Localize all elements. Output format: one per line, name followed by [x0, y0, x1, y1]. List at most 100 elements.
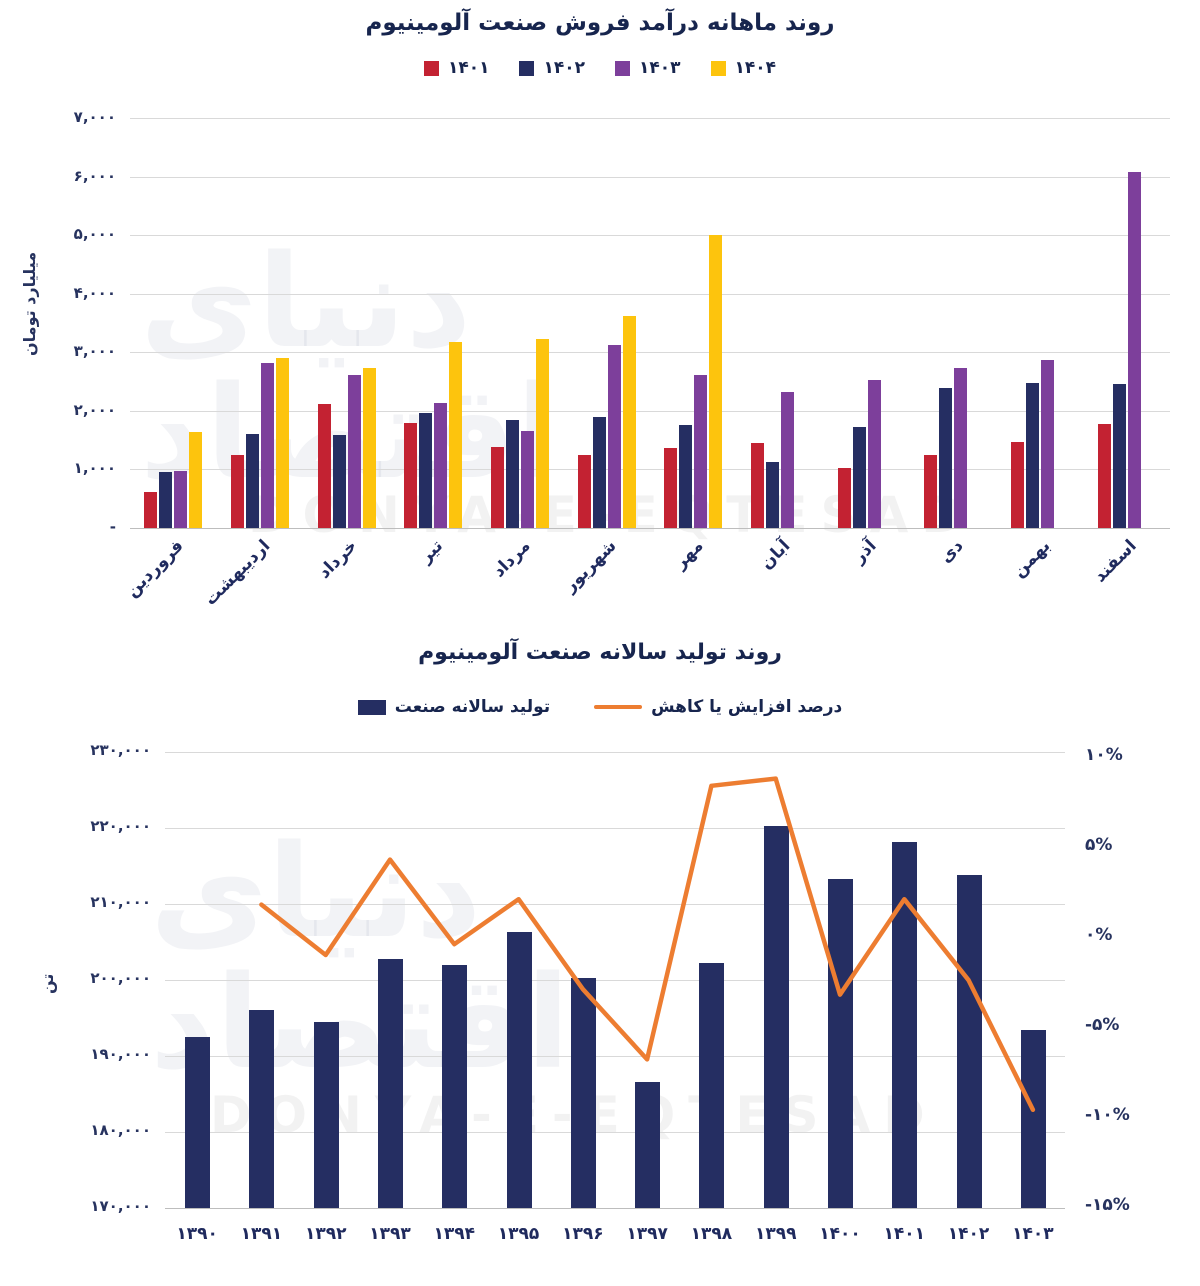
bar — [622, 315, 636, 528]
legend-label: ۱۴۰۱ — [447, 58, 490, 78]
x-tick-label: اسفند — [1090, 536, 1141, 587]
x-tick-label: مهر — [670, 536, 708, 574]
bar — [766, 461, 779, 528]
percent-change-line — [259, 776, 1036, 1113]
y-tick-label-right: ۱۰% — [1085, 745, 1123, 765]
grid-line — [165, 980, 1065, 981]
bar — [635, 1081, 661, 1208]
legend-color-swatch — [423, 60, 439, 76]
x-tick-label: ۱۳۹۵ — [497, 1224, 540, 1244]
bar — [261, 362, 274, 528]
legend-item: ۱۴۰۴ — [710, 58, 777, 78]
y-tick-label: ۱۸۰,۰۰۰ — [90, 1121, 151, 1139]
monthly-revenue-y-axis-title: میلیارد تومان — [20, 251, 39, 356]
x-tick-label: آذر — [849, 536, 881, 568]
bar — [781, 392, 794, 528]
legend-item: درصد افزایش یا کاهش — [594, 697, 842, 717]
bar — [144, 491, 158, 528]
bar — [699, 963, 725, 1208]
y-tick-label: ۷,۰۰۰ — [73, 108, 116, 126]
legend-item: ۱۴۰۳ — [615, 58, 681, 78]
legend-item: تولید سالانه صنعت — [357, 697, 551, 717]
bar — [956, 875, 982, 1208]
x-tick-label: ۱۳۹۲ — [304, 1224, 347, 1244]
y-tick-label-right: -۱۵% — [1085, 1195, 1130, 1215]
legend-color-swatch — [710, 60, 726, 76]
bar — [679, 424, 693, 528]
legend-item: ۱۴۰۱ — [423, 58, 490, 78]
bar — [592, 416, 606, 528]
x-tick-label: ۱۳۹۳ — [369, 1224, 411, 1244]
bar — [378, 958, 403, 1208]
bar — [1041, 359, 1054, 528]
grid-line — [165, 1132, 1065, 1133]
y-tick-label: ۲,۰۰۰ — [73, 400, 116, 419]
bar — [837, 468, 851, 528]
grid-line — [130, 118, 1170, 119]
x-tick-label: ۱۳۹۹ — [754, 1224, 797, 1244]
x-tick-label: شهریور — [560, 536, 621, 597]
bar — [442, 964, 468, 1208]
x-tick-label: آبان — [756, 536, 795, 574]
x-tick-label: ۱۳۹۸ — [690, 1224, 733, 1244]
y-tick-label: ۲۲۰,۰۰۰ — [90, 817, 151, 835]
bar — [751, 443, 764, 528]
bar — [1011, 441, 1024, 528]
x-tick-label: اردیبهشت — [200, 536, 275, 610]
grid-line — [165, 904, 1065, 905]
y-tick-label: ۴,۰۰۰ — [73, 283, 116, 302]
y-tick-label: ۶,۰۰۰ — [73, 166, 116, 185]
bar — [521, 430, 534, 528]
grid-line — [130, 235, 1170, 237]
bar — [1020, 1030, 1046, 1208]
bar — [362, 368, 376, 528]
y-tick-label: ۲۳۰,۰۰۰ — [90, 741, 151, 759]
bar — [189, 431, 203, 528]
x-tick-label: ۱۴۰۰ — [819, 1224, 861, 1244]
bar — [867, 379, 881, 528]
x-tick-label: ۱۴۰۳ — [1012, 1224, 1054, 1244]
annual-production-y-axis-title: تن — [38, 973, 57, 994]
y-tick-label: ۲۰۰,۰۰۰ — [90, 969, 151, 987]
x-tick-label: تیر — [416, 536, 448, 568]
bar — [347, 375, 361, 528]
bar — [828, 878, 853, 1208]
grid-line — [130, 352, 1170, 354]
legend-label: تولید سالانه صنعت — [394, 697, 551, 717]
bar — [954, 368, 968, 528]
monthly-revenue-plot: - ۱,۰۰۰ ۲,۰۰۰ ۳,۰۰۰ ۴,۰۰۰ ۵,۰۰۰ ۶,۰۰۰ ۷,۰۰۰ فرور… — [74, 108, 1170, 610]
bar — [231, 454, 244, 528]
bar — [570, 977, 596, 1208]
bar — [1097, 423, 1111, 528]
legend-item: ۱۴۰۲ — [519, 58, 585, 78]
grid-line — [165, 1208, 1065, 1209]
bar — [246, 434, 259, 528]
legend-label: درصد افزایش یا کاهش — [651, 697, 843, 717]
y-tick-label-right: ۰% — [1085, 925, 1113, 945]
grid-line — [165, 828, 1065, 829]
bar — [536, 338, 549, 528]
x-tick-label: ۱۳۹۰ — [176, 1224, 218, 1244]
bar — [159, 471, 173, 528]
y-tick-label: ۲۱۰,۰۰۰ — [90, 893, 151, 911]
grid-line — [130, 176, 1170, 178]
bar — [506, 932, 532, 1208]
grid-line — [165, 1056, 1065, 1057]
bar — [577, 454, 591, 528]
annual-production-chart-title: روند تولید سالانه صنعت آلومینیوم — [418, 640, 782, 665]
legend-color-swatch — [519, 60, 535, 76]
bar — [313, 1021, 339, 1208]
legend-color-swatch — [615, 60, 630, 76]
legend-label: ۱۴۰۴ — [734, 58, 777, 78]
bar — [709, 235, 723, 528]
grid-line — [165, 752, 1065, 753]
y-tick-label: ۱۷۰,۰۰۰ — [90, 1197, 151, 1215]
x-tick-label: ۱۳۹۴ — [433, 1224, 476, 1244]
bar — [1026, 382, 1039, 528]
bar — [852, 427, 866, 528]
annual-production-plot: ۱۷۰,۰۰۰ ۱۸۰,۰۰۰ ۱۹۰,۰۰۰ ۲۰۰,۰۰۰ ۲۱۰,۰۰۰ ۲۲۰,۰… — [90, 741, 1129, 1244]
x-tick-label: بهمن — [1008, 536, 1055, 582]
x-tick-label: ۱۴۰۲ — [947, 1224, 990, 1244]
bar — [924, 454, 938, 528]
